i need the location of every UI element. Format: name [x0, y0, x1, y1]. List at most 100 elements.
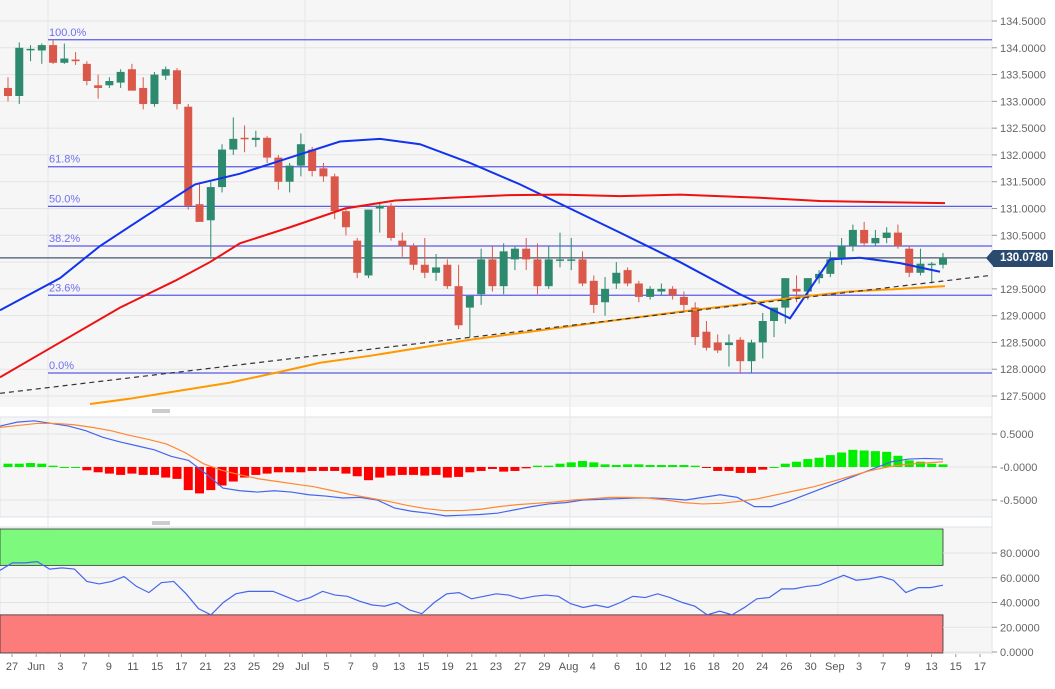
bullish-candle[interactable]: [15, 47, 24, 96]
bearish-candle[interactable]: [240, 137, 249, 140]
bullish-candle[interactable]: [477, 259, 486, 295]
bearish-candle[interactable]: [195, 204, 204, 222]
bearish-candle[interactable]: [533, 259, 542, 287]
bullish-candle[interactable]: [770, 307, 779, 321]
bearish-candle[interactable]: [172, 70, 181, 105]
bullish-candle[interactable]: [781, 278, 790, 308]
bearish-candle[interactable]: [94, 85, 103, 88]
price-tick-label: 128.0000: [1000, 364, 1046, 376]
bullish-candle[interactable]: [150, 74, 159, 105]
bullish-candle[interactable]: [37, 45, 46, 51]
bearish-candle[interactable]: [860, 229, 869, 244]
bearish-candle[interactable]: [691, 307, 700, 338]
macd-histogram-bar: [532, 465, 542, 467]
bearish-candle[interactable]: [274, 157, 283, 182]
bearish-candle[interactable]: [420, 264, 429, 273]
bearish-candle[interactable]: [341, 211, 350, 228]
bullish-candle[interactable]: [206, 187, 215, 221]
bearish-candle[interactable]: [905, 248, 914, 273]
bearish-candle[interactable]: [263, 137, 272, 158]
bullish-candle[interactable]: [882, 232, 891, 238]
bearish-candle[interactable]: [702, 331, 711, 348]
bullish-candle[interactable]: [848, 229, 857, 246]
bullish-candle[interactable]: [60, 58, 69, 63]
bullish-candle[interactable]: [871, 237, 880, 244]
bearish-candle[interactable]: [713, 342, 722, 351]
macd-histogram-bar: [915, 461, 925, 467]
price-panel[interactable]: [0, 0, 992, 407]
bullish-candle[interactable]: [161, 69, 170, 76]
macd-histogram-bar: [870, 451, 880, 467]
bearish-candle[interactable]: [736, 339, 745, 362]
bullish-candle[interactable]: [229, 138, 238, 150]
macd-histogram-bar: [183, 467, 193, 491]
bearish-candle[interactable]: [49, 45, 58, 63]
bullish-candle[interactable]: [567, 259, 576, 261]
bearish-candle[interactable]: [522, 248, 531, 260]
bearish-candle[interactable]: [589, 280, 598, 305]
bearish-candle[interactable]: [82, 63, 91, 81]
bullish-candle[interactable]: [499, 251, 508, 287]
bullish-candle[interactable]: [724, 342, 733, 346]
bullish-candle[interactable]: [251, 137, 260, 140]
macd-histogram-bar: [825, 455, 835, 467]
bearish-candle[interactable]: [387, 205, 396, 238]
bearish-candle[interactable]: [578, 259, 587, 284]
bullish-candle[interactable]: [601, 288, 610, 303]
macd-histogram-bar: [679, 465, 689, 467]
bearish-candle[interactable]: [668, 288, 677, 296]
bearish-candle[interactable]: [623, 270, 632, 284]
bearish-candle[interactable]: [409, 246, 418, 265]
bullish-candle[interactable]: [657, 288, 666, 292]
bullish-candle[interactable]: [747, 342, 756, 362]
bearish-candle[interactable]: [679, 296, 688, 305]
bullish-candle[interactable]: [432, 267, 441, 273]
bearish-candle[interactable]: [184, 106, 193, 206]
bullish-candle[interactable]: [105, 81, 114, 86]
bullish-candle[interactable]: [26, 48, 35, 51]
bearish-candle[interactable]: [792, 288, 801, 292]
macd-histogram-bar: [375, 467, 385, 478]
bearish-candle[interactable]: [353, 240, 362, 273]
bullish-candle[interactable]: [364, 209, 373, 276]
bullish-candle[interactable]: [375, 205, 384, 209]
bullish-candle[interactable]: [939, 257, 947, 265]
bearish-candle[interactable]: [4, 87, 12, 96]
bearish-candle[interactable]: [893, 232, 902, 246]
bearish-candle[interactable]: [308, 149, 317, 171]
bearish-candle[interactable]: [398, 240, 407, 246]
macd-histogram-bar: [195, 467, 205, 494]
bearish-candle[interactable]: [127, 69, 136, 91]
macd-histogram-bar: [566, 462, 576, 467]
bullish-candle[interactable]: [465, 295, 474, 308]
bearish-candle[interactable]: [443, 264, 452, 287]
price-macd-resize-handle[interactable]: [152, 409, 170, 413]
date-tick-label: 18: [708, 661, 720, 673]
bullish-candle[interactable]: [555, 259, 564, 261]
bearish-candle[interactable]: [71, 59, 80, 62]
bearish-candle[interactable]: [330, 176, 339, 212]
bullish-candle[interactable]: [218, 149, 227, 188]
bearish-candle[interactable]: [454, 286, 463, 326]
bearish-candle[interactable]: [139, 87, 148, 105]
rsi-tick-label: 60.0000: [1000, 573, 1040, 585]
bullish-candle[interactable]: [116, 71, 125, 83]
bullish-candle[interactable]: [612, 272, 621, 284]
bullish-candle[interactable]: [803, 278, 812, 292]
price-tick-label: 127.5000: [1000, 391, 1046, 403]
bullish-candle[interactable]: [510, 248, 519, 260]
bullish-candle[interactable]: [544, 259, 553, 287]
bearish-candle[interactable]: [319, 168, 328, 177]
macd-rsi-resize-handle[interactable]: [152, 521, 170, 525]
bullish-candle[interactable]: [927, 263, 936, 266]
macd-histogram-bar: [172, 467, 182, 479]
bullish-candle[interactable]: [285, 165, 294, 182]
bearish-candle[interactable]: [634, 283, 643, 297]
bullish-candle[interactable]: [646, 288, 655, 297]
bullish-candle[interactable]: [826, 259, 835, 274]
bullish-candle[interactable]: [758, 321, 767, 343]
bearish-candle[interactable]: [488, 259, 497, 287]
bullish-candle[interactable]: [837, 246, 846, 260]
